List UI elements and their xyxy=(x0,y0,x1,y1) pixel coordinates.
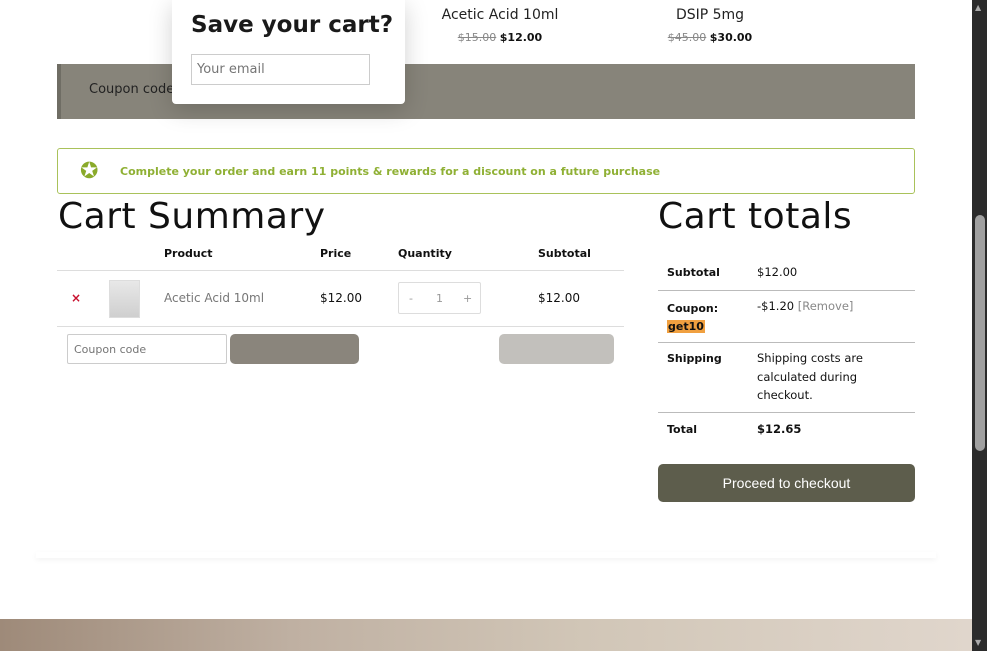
product-name-link[interactable]: Acetic Acid 10ml xyxy=(164,291,265,305)
old-price: $15.00 xyxy=(457,31,497,44)
coupon-code: get10 xyxy=(667,320,705,333)
header-product: Product xyxy=(164,247,213,260)
coupon-code-input[interactable] xyxy=(67,334,227,364)
apply-coupon-button[interactable] xyxy=(230,334,359,364)
header-subtotal: Subtotal xyxy=(538,247,591,260)
product-name[interactable]: Acetic Acid 10ml xyxy=(441,7,559,23)
coupon-notice-text[interactable]: Coupon code xyxy=(89,82,175,97)
scrollbar-thumb[interactable] xyxy=(975,215,985,451)
quantity-stepper[interactable]: - 1 + xyxy=(398,282,481,314)
price: $30.00 xyxy=(709,31,753,44)
star-icon: ✪ xyxy=(80,159,99,184)
increment-button[interactable]: + xyxy=(463,292,473,305)
shipping-value: Shipping costs are calculated during che… xyxy=(757,351,863,402)
quantity-value[interactable]: 1 xyxy=(436,292,443,305)
price: $12.00 xyxy=(499,31,543,44)
decrement-button[interactable]: - xyxy=(409,292,413,305)
header-quantity: Quantity xyxy=(398,247,452,260)
total-value: $12.65 xyxy=(757,422,802,436)
cart-totals-title: Cart totals xyxy=(658,196,853,237)
rewards-notice: ✪ Complete your order and earn 11 points… xyxy=(57,148,915,194)
total-label: Total xyxy=(667,423,698,436)
popup-title: Save your cart? xyxy=(191,12,394,38)
related-product[interactable]: DSIP 5mg $45.00 $30.00 xyxy=(630,7,790,44)
cart-summary-title: Cart Summary xyxy=(58,196,326,237)
coupon-value: -$1.20 xyxy=(757,299,795,313)
subtotal-value: $12.00 xyxy=(757,265,798,279)
remove-coupon-link[interactable]: [Remove] xyxy=(797,299,854,313)
totals-shipping-row: Shipping Shipping costs are calculated d… xyxy=(658,343,915,413)
related-product[interactable]: Acetic Acid 10ml $15.00 $12.00 xyxy=(420,7,580,44)
totals-total-row: Total $12.65 xyxy=(658,413,915,449)
totals-coupon-row: Coupon: get10 -$1.20 [Remove] xyxy=(658,291,915,343)
product-name[interactable]: DSIP 5mg xyxy=(675,7,745,23)
header-price: Price xyxy=(320,247,352,260)
footer-banner xyxy=(0,619,972,651)
rewards-text: Complete your order and earn 11 points &… xyxy=(120,165,661,178)
old-price: $45.00 xyxy=(667,31,707,44)
divider xyxy=(57,326,624,327)
product-thumbnail[interactable] xyxy=(109,280,140,318)
totals-subtotal-row: Subtotal $12.00 xyxy=(658,255,915,291)
shipping-label: Shipping xyxy=(667,352,722,365)
coupon-label: Coupon: xyxy=(667,302,719,315)
item-subtotal: $12.00 xyxy=(538,291,580,305)
item-price: $12.00 xyxy=(320,291,362,305)
email-input[interactable] xyxy=(191,54,370,85)
scroll-up-icon[interactable]: ▲ xyxy=(975,3,982,12)
save-cart-popup: Save your cart? xyxy=(172,0,405,104)
remove-item-button[interactable]: × xyxy=(71,291,82,305)
proceed-to-checkout-button[interactable]: Proceed to checkout xyxy=(658,464,915,502)
subtotal-label: Subtotal xyxy=(667,266,720,279)
update-cart-button[interactable] xyxy=(499,334,614,364)
divider xyxy=(57,270,624,271)
scroll-down-icon[interactable]: ▼ xyxy=(975,638,982,647)
section-shadow xyxy=(36,552,936,558)
